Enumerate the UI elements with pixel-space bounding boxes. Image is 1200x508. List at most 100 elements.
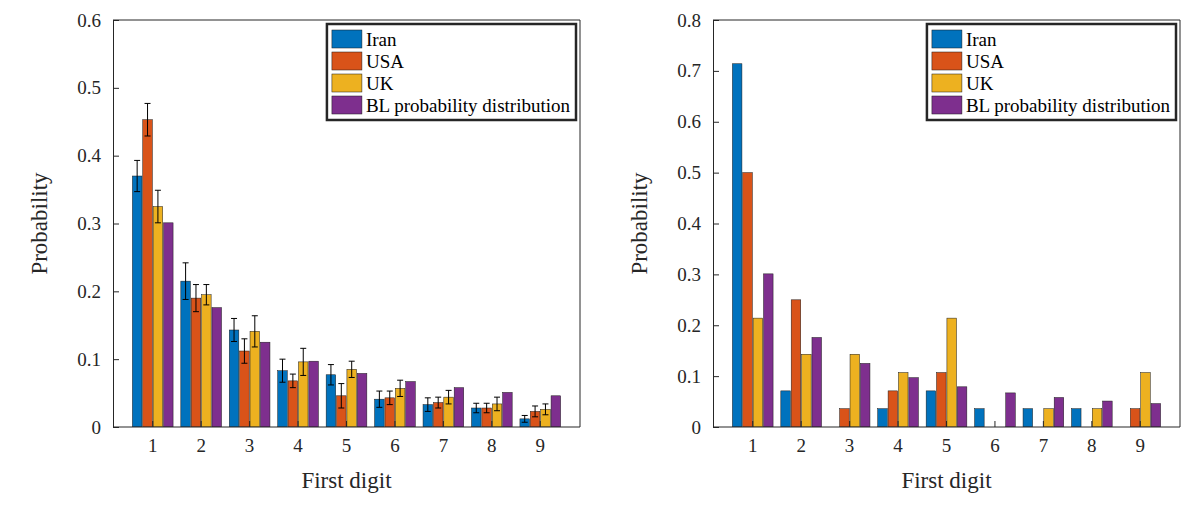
- y-tick: 0.2: [77, 281, 119, 302]
- x-tick: 4: [893, 421, 903, 456]
- x-tick-label: 6: [390, 435, 400, 456]
- bar: [153, 207, 163, 427]
- x-tick-label: 6: [990, 435, 1000, 456]
- y-tick: 0.4: [677, 213, 719, 234]
- error-bar-stem: [497, 397, 498, 411]
- error-bar: [532, 406, 538, 417]
- bar: [1071, 409, 1081, 427]
- y-tick: 0.3: [77, 213, 119, 234]
- legend-entry: USA: [932, 51, 1004, 72]
- x-tick-mark: [491, 421, 492, 427]
- bar: [975, 409, 985, 427]
- y-tick-label: 0.3: [677, 264, 701, 285]
- figure: 00.10.20.30.40.50.6123456789First digitP…: [0, 0, 1200, 508]
- error-bar-cap: [532, 416, 538, 417]
- bar: [1054, 397, 1064, 427]
- y-tick-label: 0.7: [677, 60, 701, 81]
- error-bar-cap: [425, 411, 431, 412]
- panel: 00.10.20.30.40.50.60.70.8123456789First …: [627, 10, 1180, 493]
- error-bar-cap: [134, 160, 140, 161]
- bar: [947, 318, 957, 427]
- x-tick-mark: [201, 421, 202, 427]
- error-bar: [203, 285, 209, 305]
- x-tick: 6: [990, 421, 1000, 456]
- x-tick: 8: [1087, 421, 1097, 456]
- bar: [164, 223, 174, 427]
- y-tick-label: 0.1: [77, 349, 101, 370]
- x-tick-label: 7: [439, 435, 449, 456]
- bar: [1044, 409, 1054, 427]
- x-tick-mark: [298, 421, 299, 427]
- error-bar: [446, 390, 452, 404]
- bar: [551, 396, 561, 427]
- bar: [406, 382, 416, 427]
- y-tick-mark: [713, 325, 719, 326]
- error-bar-stem: [448, 390, 449, 404]
- series: [132, 160, 529, 427]
- y-tick: 0.2: [677, 315, 719, 336]
- x-tick-label: 5: [342, 435, 352, 456]
- x-tick-mark: [394, 421, 395, 427]
- error-bar-stem: [147, 103, 148, 136]
- y-tick-label: 0.2: [77, 281, 101, 302]
- error-bar-cap: [387, 391, 393, 392]
- error-bar-stem: [379, 391, 380, 407]
- y-axis: 00.10.20.30.40.50.60.70.8: [677, 10, 719, 438]
- legend-label: BL probability distribution: [966, 95, 1171, 116]
- bar: [898, 373, 908, 427]
- error-bar: [300, 348, 306, 375]
- y-tick-label: 0.3: [77, 213, 101, 234]
- error-bar-cap: [231, 318, 237, 319]
- error-bar-cap: [494, 410, 500, 411]
- bar: [454, 388, 464, 427]
- error-bar-stem: [427, 398, 428, 412]
- legend-swatch: [932, 74, 962, 92]
- bar: [888, 391, 898, 427]
- error-bar-stem: [137, 160, 138, 191]
- error-bar-stem: [438, 397, 439, 408]
- error-bar-stem: [330, 365, 331, 385]
- error-bar: [376, 391, 382, 407]
- x-tick-label: 9: [536, 435, 546, 456]
- bar: [1141, 373, 1151, 427]
- bar: [812, 337, 822, 427]
- error-bar-cap: [328, 384, 334, 385]
- error-bar-cap: [376, 391, 382, 392]
- x-tick: 1: [748, 421, 758, 456]
- legend-box: [327, 24, 576, 120]
- x-tick: 7: [439, 421, 449, 456]
- x-tick: 4: [293, 421, 303, 456]
- series: [143, 103, 540, 427]
- x-tick: 2: [196, 421, 206, 456]
- error-bar-cap: [387, 404, 393, 405]
- error-bar: [193, 285, 199, 312]
- y-tick-label: 0.2: [677, 315, 701, 336]
- bar: [937, 373, 947, 427]
- x-tick-label: 4: [293, 435, 303, 456]
- legend-swatch: [332, 96, 362, 114]
- error-bar-cap: [155, 190, 161, 191]
- error-bar: [397, 380, 403, 396]
- legend-entry: Iran: [932, 29, 997, 50]
- legend-entry: UK: [932, 73, 994, 94]
- y-axis-title: Probability: [627, 172, 652, 275]
- y-tick: 0.8: [677, 10, 719, 31]
- error-bar-stem: [351, 361, 352, 377]
- bar: [260, 342, 270, 427]
- error-bar-stem: [389, 391, 390, 405]
- x-tick-mark: [1091, 421, 1092, 427]
- x-tick-label: 5: [942, 435, 952, 456]
- x-tick-mark: [1140, 421, 1141, 427]
- x-axis: 123456789: [713, 421, 1180, 456]
- error-bar-cap: [435, 408, 441, 409]
- bar: [802, 354, 812, 427]
- x-tick-mark: [443, 421, 444, 427]
- error-bar-stem: [524, 415, 525, 422]
- error-bar: [290, 374, 296, 388]
- error-bar-cap: [425, 397, 431, 398]
- error-bar: [252, 316, 258, 347]
- error-bar-cap: [446, 403, 452, 404]
- legend-label: UK: [366, 73, 394, 94]
- error-bar: [349, 361, 355, 377]
- error-bar-cap: [522, 422, 528, 423]
